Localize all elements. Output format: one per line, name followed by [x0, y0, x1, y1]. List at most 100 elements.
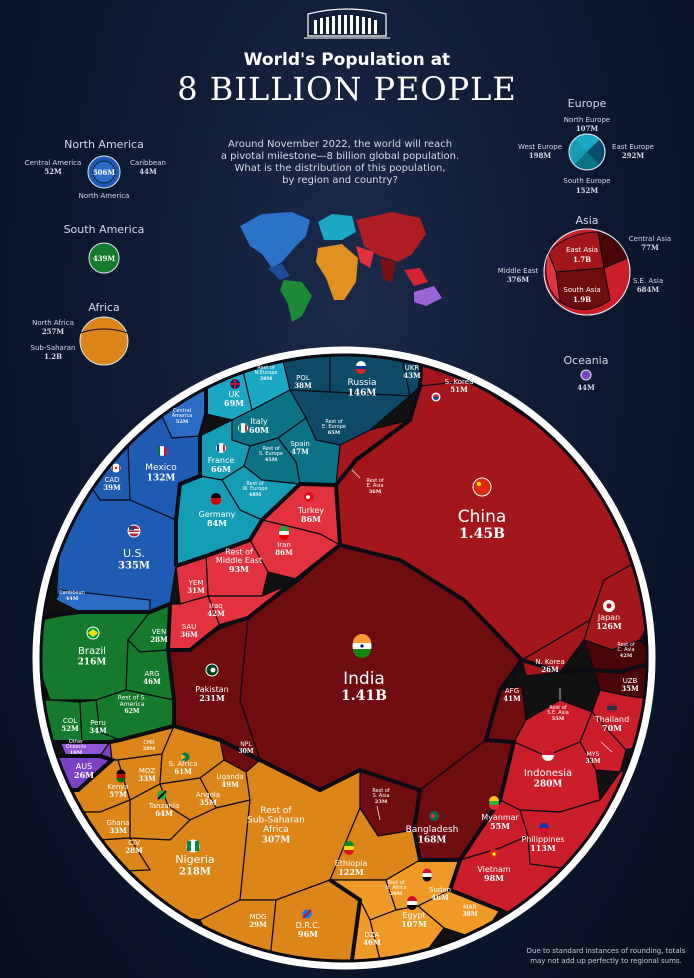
- cell-name-aus: AUS: [76, 762, 92, 771]
- cell-value-other-oceania: 18M: [70, 750, 83, 756]
- asia-circle: [543, 228, 631, 316]
- flag-india-icon: [352, 634, 372, 658]
- central-america-label: Central America: [25, 159, 82, 167]
- cell-name-tanzania: Tanzania: [148, 802, 179, 810]
- cell-value-moz: 33M: [138, 774, 156, 783]
- central-asia-label: Central Asia: [629, 235, 671, 243]
- caribbean-label: Caribbean: [130, 159, 166, 167]
- cell-name-rest-e-asia: Rest of: [366, 478, 384, 484]
- europe-circle: [568, 133, 606, 171]
- flag-kenya-icon: [116, 769, 126, 783]
- flag-iran-icon: [279, 526, 289, 540]
- cell-name-italy: Italy: [250, 417, 268, 426]
- cell-value-rest-n-africa: 20M: [390, 891, 403, 897]
- cell-value-n-korea: 26M: [541, 665, 559, 674]
- cell-name-thailand: Thailand: [594, 715, 629, 724]
- cell-value-rest-s-asia: 23M: [375, 799, 388, 805]
- cell-name-rest-s-asia: Rest of: [372, 788, 390, 794]
- cell-name-npl: NPL: [240, 741, 252, 748]
- se-asia-label: S.E. Asia: [633, 277, 663, 285]
- cell-value-ven: 28M: [150, 635, 168, 644]
- flag-turkey-icon: [304, 492, 314, 502]
- cell-name-rest-ssa: Sub-Saharan: [247, 816, 305, 826]
- cell-value-us: 335M: [118, 561, 150, 572]
- africa-title: Africa: [88, 301, 119, 314]
- cell-name-uganda: Uganda: [216, 773, 243, 781]
- cell-value-mar: 38M: [463, 911, 478, 918]
- cell-value-rest-ssa: 307M: [262, 835, 291, 845]
- cell-name-uk: UK: [228, 390, 240, 399]
- east-europe-label: East Europe: [612, 143, 654, 151]
- population-voronoi: [36, 350, 652, 966]
- cell-name-kenya: Kenya: [107, 783, 128, 791]
- flag-japan-icon: [603, 600, 615, 612]
- cell-name-ghana: Ghana: [107, 819, 130, 827]
- cell-name-turkey: Turkey: [297, 506, 324, 515]
- cell-value-nigeria: 218M: [179, 867, 211, 878]
- cell-value-yem: 31M: [187, 586, 205, 595]
- cell-name-cmr: CMR: [143, 740, 155, 746]
- cell-value-kenya: 57M: [109, 790, 127, 799]
- north-africa-label: North Africa: [32, 319, 74, 327]
- flag-canada-icon: [111, 463, 121, 473]
- cell-value-s-korea: 51M: [450, 385, 468, 394]
- flag-nigeria-icon: [186, 839, 200, 853]
- cell-name-philippines: Philippines: [521, 835, 564, 844]
- cell-name-rest-w-europe: Rest of: [246, 481, 264, 487]
- cell-name-us: U.S.: [123, 547, 145, 560]
- flag-indonesia-icon: [542, 749, 554, 761]
- flag-russia-icon: [356, 361, 366, 374]
- cell-name-rest-e-europe: Rest of: [325, 419, 343, 425]
- cell-value-myanmar: 55M: [490, 821, 510, 831]
- cell-name-cad: CAD: [104, 476, 119, 484]
- big-circle-rim: [32, 346, 656, 970]
- big-circle-inner-rim: [39, 353, 649, 963]
- africa-divider: [79, 328, 129, 334]
- cell-name-egypt: Egypt: [402, 911, 425, 920]
- cell-name-other-oceania: Oceania: [66, 744, 86, 750]
- east-europe-value: 292M: [622, 151, 645, 160]
- cell-name-other-oceania: Other: [69, 739, 84, 745]
- cell-name-bangladesh: Bangladesh: [406, 825, 459, 835]
- cell-name-peru: Peru: [90, 719, 106, 727]
- cell-name-rest-s-america: America: [120, 701, 145, 708]
- cell-name-angola: Angola: [196, 791, 220, 799]
- flag-pakistan-icon: [205, 663, 219, 677]
- cell-value-china: 1.45B: [459, 526, 505, 542]
- flag-bangladesh-icon: [429, 811, 439, 821]
- cell-name-s-africa: S. Africa: [169, 760, 198, 768]
- cell-value-bangladesh: 168M: [418, 835, 447, 845]
- cell-value-thailand: 70M: [602, 723, 622, 733]
- cell-value-germany: 84M: [207, 518, 227, 528]
- cell-name-moz: MOZ: [139, 767, 156, 775]
